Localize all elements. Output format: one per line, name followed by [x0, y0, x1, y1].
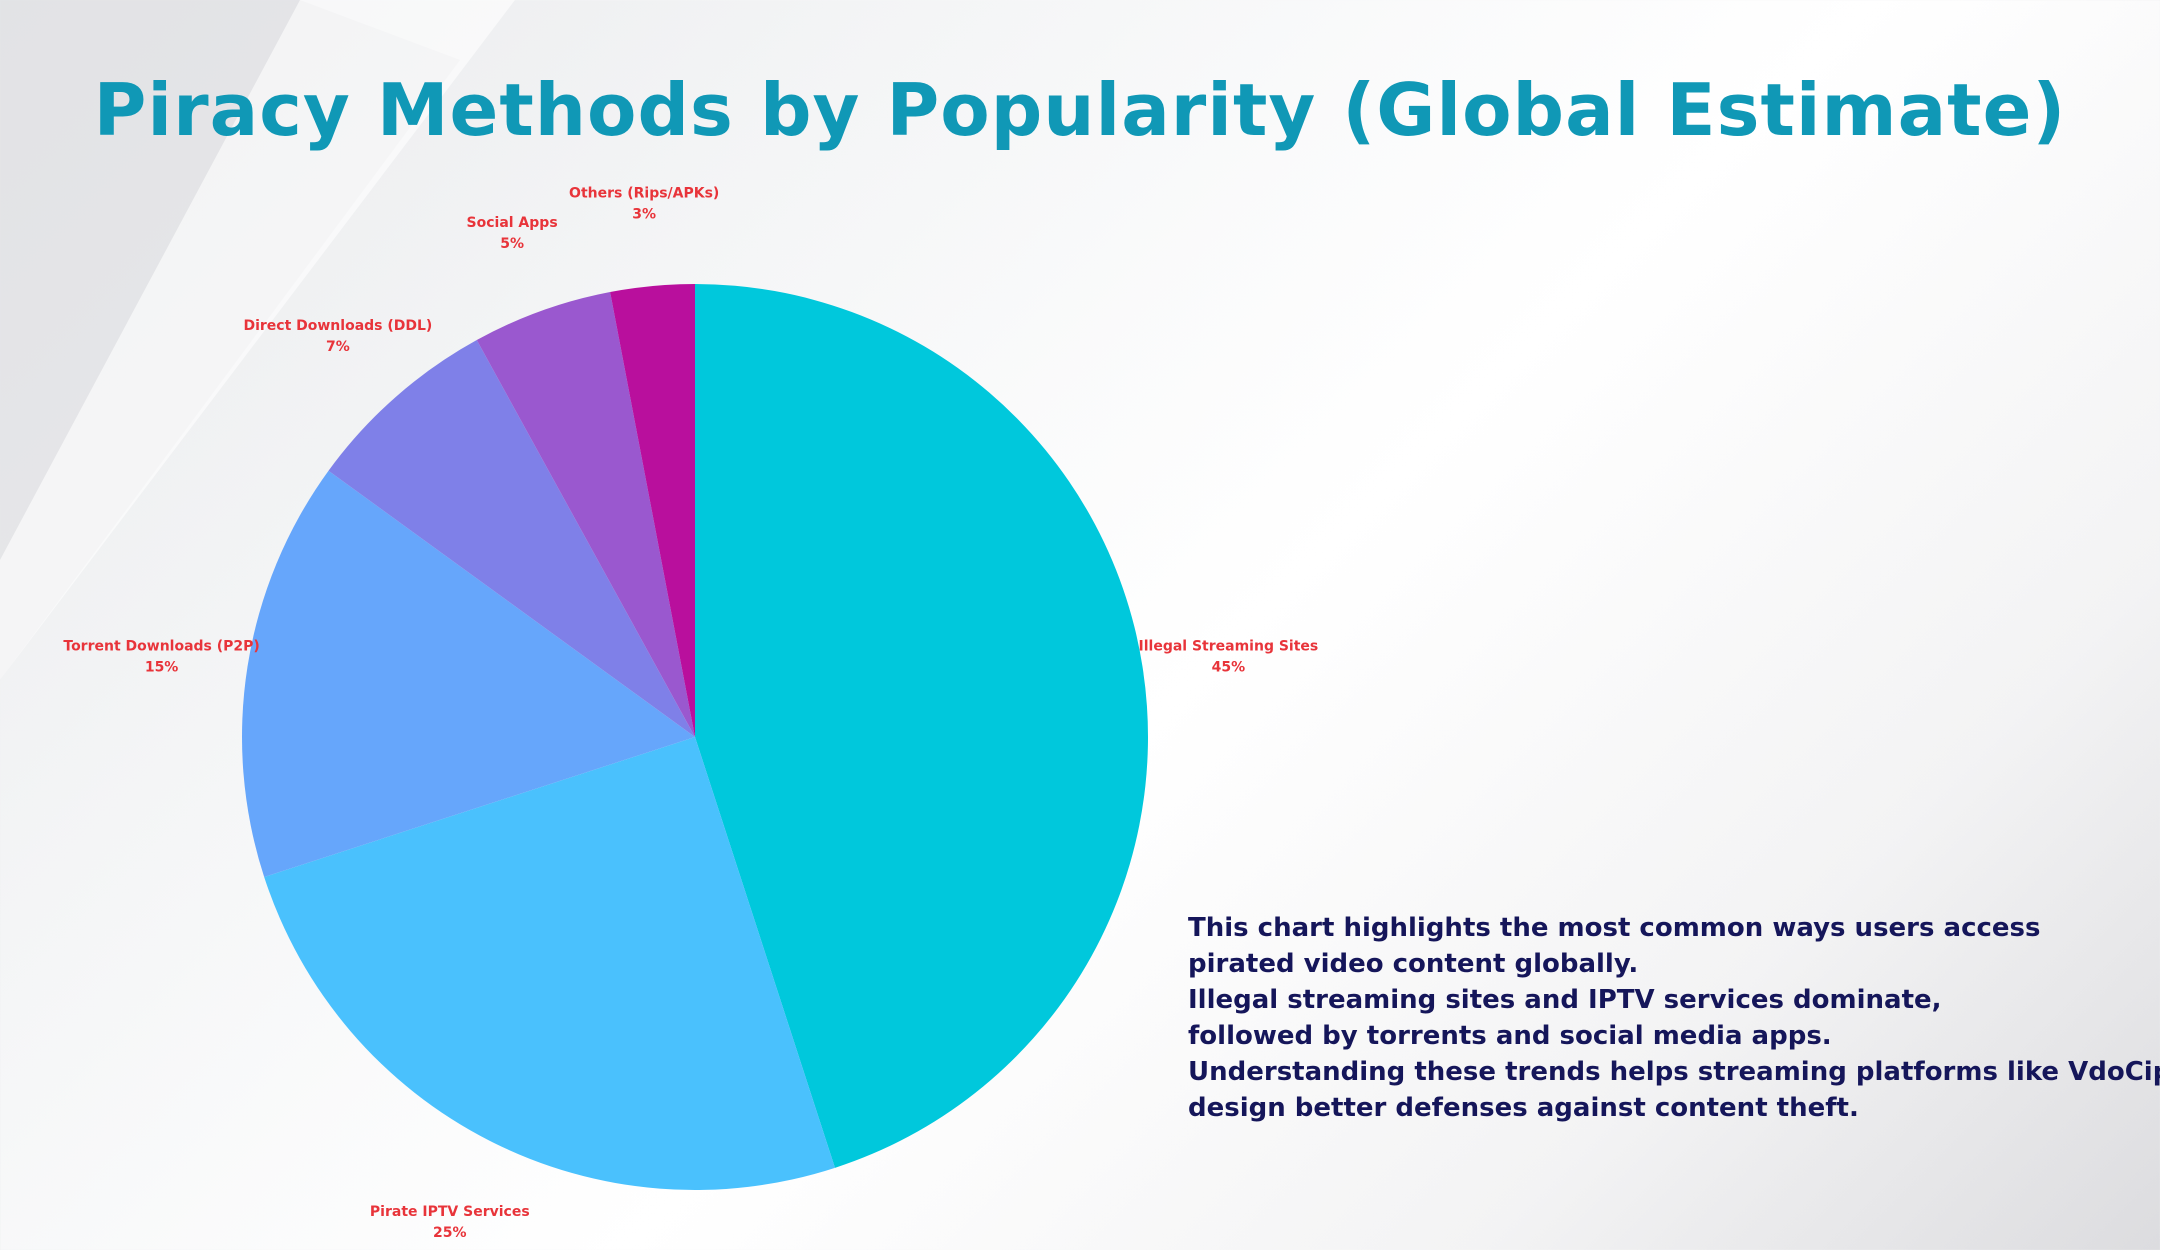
slice-percent-label: 25% — [433, 1225, 467, 1241]
chart-title: Piracy Methods by Popularity (Global Est… — [93, 68, 2067, 152]
slice-percent-label: 3% — [632, 206, 656, 222]
slice-percent-label: 7% — [326, 339, 350, 355]
slice-percent-label: 15% — [145, 660, 179, 676]
description-line: pirated video content globally. — [1188, 949, 1639, 979]
pie-slice-4 — [328, 340, 695, 737]
pie-slices — [242, 284, 1148, 1190]
pie-slice-6 — [610, 284, 695, 737]
description-line: design better defenses against content t… — [1188, 1093, 1859, 1123]
slice-name-label: Others (Rips/APKs) — [569, 185, 719, 201]
description-line: Understanding these trends helps streami… — [1188, 1057, 2160, 1087]
pie-slice-2 — [264, 737, 835, 1190]
slice-percent-label: 5% — [500, 236, 524, 252]
description-line: Illegal streaming sites and IPTV service… — [1188, 985, 1942, 1015]
slice-name-label: Direct Downloads (DDL) — [243, 318, 432, 334]
pie-slice-1 — [695, 284, 1148, 1168]
chart-description: This chart highlights the most common wa… — [1188, 910, 2160, 1126]
pie-slice-5 — [476, 292, 695, 737]
description-line: This chart highlights the most common wa… — [1188, 913, 2041, 943]
description-line: followed by torrents and social media ap… — [1188, 1021, 1832, 1051]
pie-slice-3 — [242, 470, 695, 877]
pie-labels: Illegal Streaming Sites 45% Pirate IPTV Se… — [63, 185, 1318, 1241]
slice-percent-label: 45% — [1212, 660, 1246, 676]
slice-name-label: Illegal Streaming Sites — [1139, 639, 1319, 655]
slice-name-label: Social Apps — [467, 215, 558, 231]
slice-name-label: Torrent Downloads (P2P) — [63, 639, 259, 655]
slice-name-label: Pirate IPTV Services — [370, 1204, 530, 1220]
